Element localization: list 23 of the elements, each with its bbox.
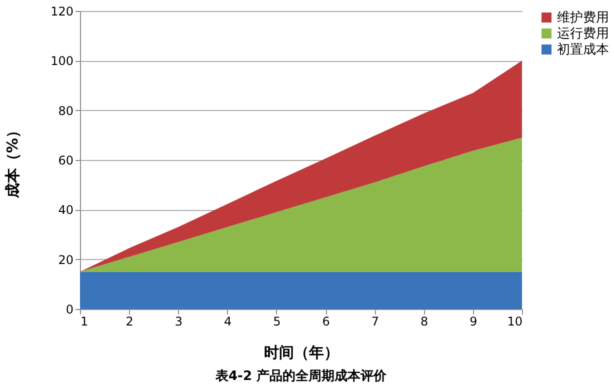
y-tick-label: 100 [50,54,74,68]
x-tick-label: 10 [507,314,522,328]
x-tick-label: 7 [371,314,379,328]
y-tick-label: 60 [58,154,74,168]
x-axis-title: 时间（年） [264,344,339,362]
x-tick-label: 6 [322,314,330,328]
y-tick-label: 120 [50,4,74,18]
y-tick-label: 20 [58,252,74,267]
x-tick-label: 3 [174,314,183,328]
x-tick-label: 5 [273,314,281,328]
legend-label: 维护费用 [557,10,609,26]
x-tick-label: 4 [224,314,232,328]
y-tick-label: 40 [58,203,74,218]
y-axis-title: 成本（%） [4,122,22,200]
y-tick-label: 80 [58,104,74,118]
x-tick-label: 9 [470,314,478,328]
x-tick-label: 8 [420,314,428,328]
legend-label: 运行费用 [557,26,609,42]
x-tick-label: 2 [126,314,134,328]
y-tick-label: 0 [66,302,74,316]
text: 表4-2 产品的全周期成本评价 [214,368,388,384]
x-tick-label: 1 [80,314,88,328]
legend-label: 初置成本 [557,42,609,58]
